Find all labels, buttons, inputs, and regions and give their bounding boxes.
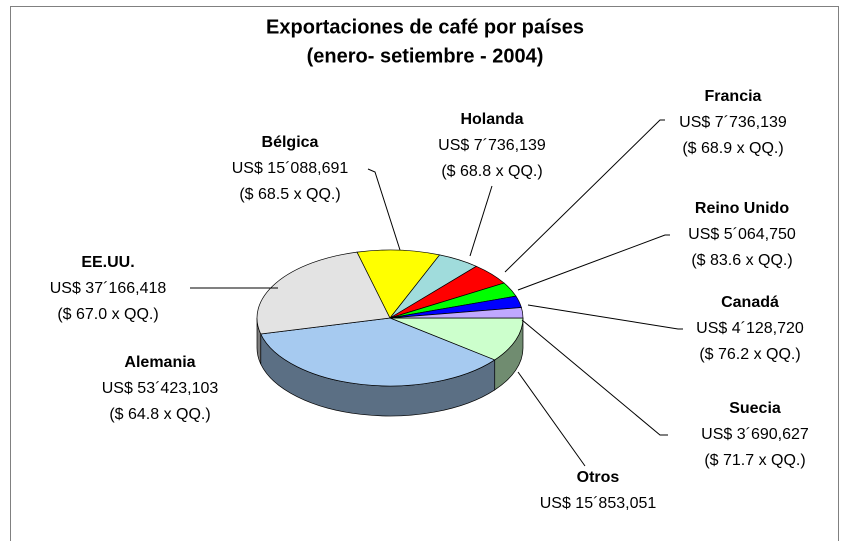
leader-line [517, 234, 670, 291]
slice-name: Bélgica [262, 134, 319, 151]
slice-name: Otros [577, 469, 620, 486]
leader-line [504, 119, 665, 273]
slice-name: Holanda [460, 111, 523, 128]
slice [260, 317, 496, 387]
value-label: US$ 15´853,051 [540, 495, 657, 512]
price-label: ($ 64.8 x QQ.) [109, 406, 210, 423]
slice [389, 317, 524, 361]
price-label: ($ 68.9 x QQ.) [682, 140, 783, 157]
slice-name: Canadá [721, 294, 779, 311]
leader-line [469, 185, 493, 257]
value-label: US$ 15´088,691 [232, 160, 349, 177]
price-label: ($ 68.5 x QQ.) [239, 186, 340, 203]
leader-line [521, 319, 668, 436]
slice-name: Reino Unido [695, 200, 789, 217]
leader-line [527, 304, 683, 330]
value-label: US$ 53´423,103 [102, 380, 219, 397]
price-label: ($ 71.7 x QQ.) [704, 452, 805, 469]
slice-name: Francia [705, 88, 762, 105]
slice [256, 251, 391, 335]
chart-subtitle: (enero- setiembre - 2004) [307, 45, 544, 67]
leader-line [517, 371, 586, 467]
price-label: ($ 68.8 x QQ.) [441, 163, 542, 180]
slice-name: Alemania [124, 354, 195, 371]
slice [356, 249, 441, 319]
price-label: ($ 76.2 x QQ.) [699, 346, 800, 363]
leader-line [367, 168, 401, 251]
price-label: ($ 83.6 x QQ.) [691, 252, 792, 269]
slice-name: Suecia [729, 400, 781, 417]
price-label: ($ 67.0 x QQ.) [57, 306, 158, 323]
value-label: US$ 3´690,627 [701, 426, 809, 443]
value-label: US$ 5´064,750 [688, 226, 796, 243]
value-label: US$ 37´166,418 [50, 280, 167, 297]
slice [389, 307, 524, 319]
chart-title: Exportaciones de café por países [266, 16, 584, 38]
value-label: US$ 7´736,139 [438, 137, 546, 154]
slice-name: EE.UU. [81, 254, 134, 271]
value-label: US$ 7´736,139 [679, 114, 787, 131]
value-label: US$ 4´128,720 [696, 320, 804, 337]
